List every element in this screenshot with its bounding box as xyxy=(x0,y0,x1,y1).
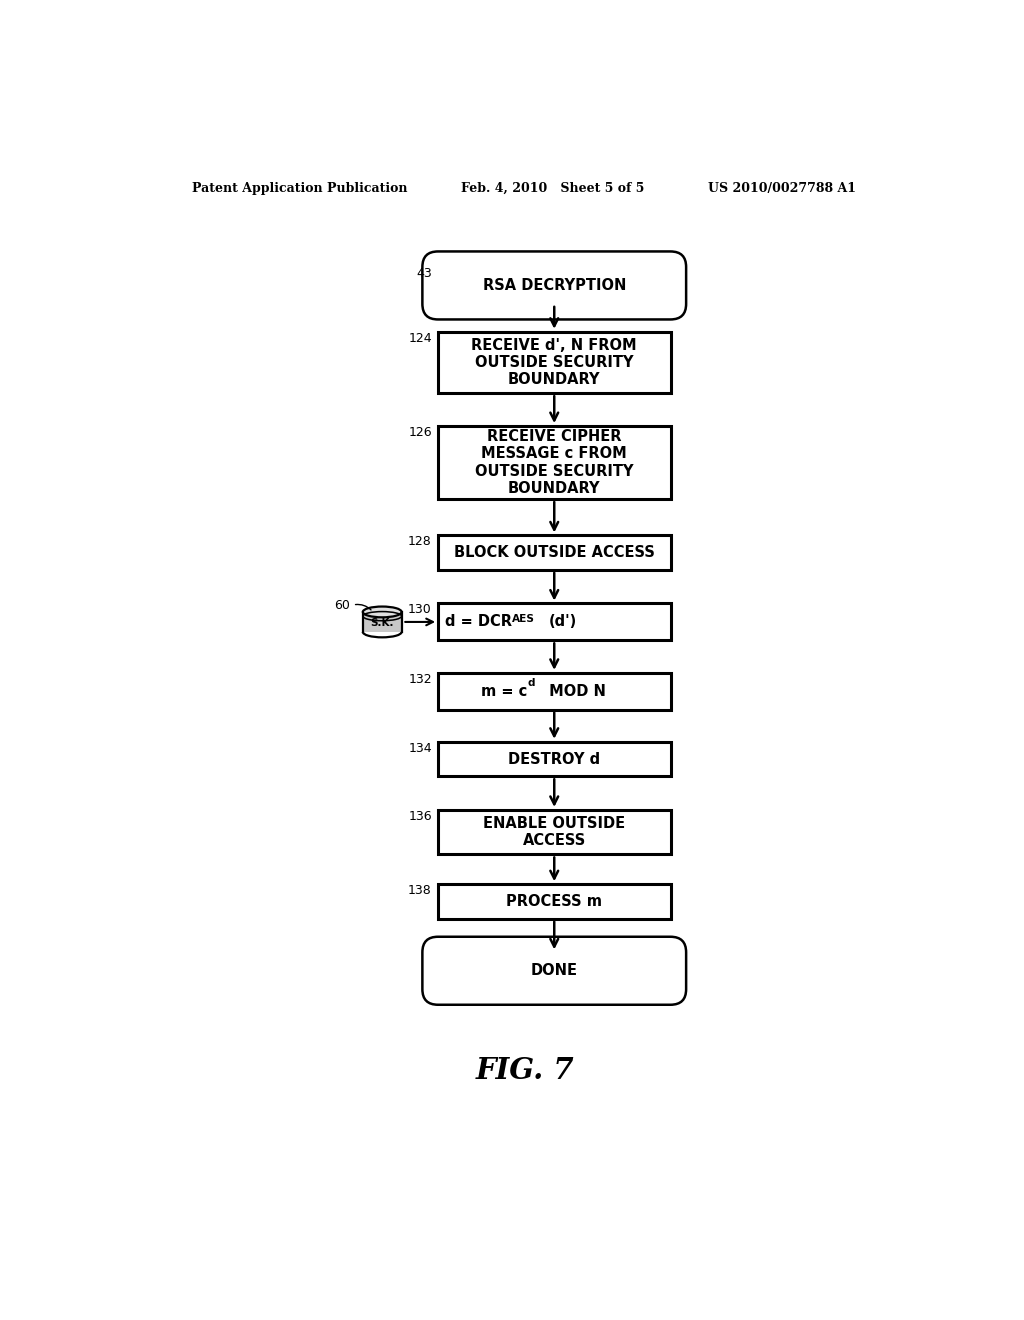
Text: 130: 130 xyxy=(408,603,432,616)
Text: DESTROY d: DESTROY d xyxy=(508,751,600,767)
Text: 136: 136 xyxy=(409,810,432,822)
FancyBboxPatch shape xyxy=(422,937,686,1005)
Text: S.K.: S.K. xyxy=(371,618,394,628)
Text: US 2010/0027788 A1: US 2010/0027788 A1 xyxy=(709,182,856,194)
Text: d: d xyxy=(527,678,535,688)
Text: 124: 124 xyxy=(409,331,432,345)
Bar xyxy=(438,884,671,919)
Bar xyxy=(438,536,671,570)
Ellipse shape xyxy=(362,607,401,618)
Text: RECEIVE CIPHER
MESSAGE c FROM
OUTSIDE SECURITY
BOUNDARY: RECEIVE CIPHER MESSAGE c FROM OUTSIDE SE… xyxy=(475,429,634,496)
Text: m = c: m = c xyxy=(481,684,527,698)
Text: RSA DECRYPTION: RSA DECRYPTION xyxy=(482,279,626,293)
Text: ENABLE OUTSIDE
ACCESS: ENABLE OUTSIDE ACCESS xyxy=(483,816,626,849)
Text: 134: 134 xyxy=(409,742,432,755)
Bar xyxy=(362,612,401,632)
Bar xyxy=(438,603,671,640)
Bar xyxy=(438,742,671,776)
Text: DONE: DONE xyxy=(530,964,578,978)
FancyArrowPatch shape xyxy=(355,605,371,610)
Bar xyxy=(438,331,671,393)
Text: AES: AES xyxy=(512,614,535,624)
Text: PROCESS m: PROCESS m xyxy=(506,894,602,909)
Text: RECEIVE d', N FROM
OUTSIDE SECURITY
BOUNDARY: RECEIVE d', N FROM OUTSIDE SECURITY BOUN… xyxy=(471,338,637,387)
Bar xyxy=(438,810,671,854)
Text: BLOCK OUTSIDE ACCESS: BLOCK OUTSIDE ACCESS xyxy=(454,545,654,560)
Text: 128: 128 xyxy=(408,536,432,548)
Text: d = DCR: d = DCR xyxy=(444,614,512,630)
Text: MOD N: MOD N xyxy=(544,684,606,698)
Bar xyxy=(438,673,671,710)
Text: 138: 138 xyxy=(408,884,432,898)
Text: (d'): (d') xyxy=(549,614,578,630)
Bar xyxy=(438,426,671,499)
Text: 126: 126 xyxy=(409,426,432,440)
Text: 60: 60 xyxy=(334,598,349,611)
Text: FIG. 7: FIG. 7 xyxy=(475,1056,574,1085)
Text: Feb. 4, 2010   Sheet 5 of 5: Feb. 4, 2010 Sheet 5 of 5 xyxy=(461,182,645,194)
Text: 43: 43 xyxy=(416,267,432,280)
Text: Patent Application Publication: Patent Application Publication xyxy=(191,182,408,194)
Text: 132: 132 xyxy=(409,673,432,686)
FancyBboxPatch shape xyxy=(422,251,686,319)
